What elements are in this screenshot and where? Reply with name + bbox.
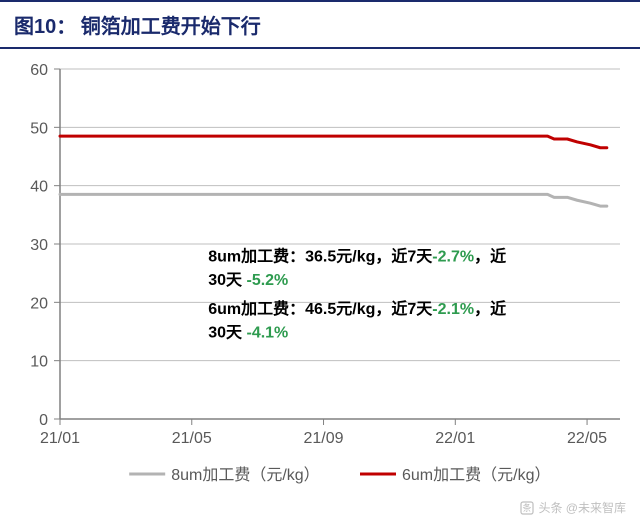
chart-container: 0 10 20 30 40 50 60 21/01 21/05 21/09 22/01 22/05 8u… [0,49,640,504]
svg-text:50: 50 [30,120,48,137]
svg-text:22/01: 22/01 [435,430,475,447]
line-chart: 0 10 20 30 40 50 60 21/01 21/05 21/09 22/01 22/05 8u… [0,49,640,499]
svg-text:21/01: 21/01 [40,430,80,447]
svg-text:30: 30 [30,237,48,254]
watermark-icon: 条 [520,501,534,515]
svg-text:6um加工费：46.5元/kg，近7天-2.1%，近: 6um加工费：46.5元/kg，近7天-2.1%，近 [208,299,506,318]
svg-text:0: 0 [39,412,48,429]
svg-text:8um加工费：36.5元/kg，近7天-2.7%，近: 8um加工费：36.5元/kg，近7天-2.7%，近 [208,247,506,266]
svg-text:20: 20 [30,295,48,312]
svg-text:8um加工费（元/kg）: 8um加工费（元/kg） [171,466,319,484]
svg-text:条: 条 [523,502,532,513]
chart-title-bar: 图10： 铜箔加工费开始下行 [0,0,640,49]
svg-text:60: 60 [30,62,48,79]
svg-text:30天 -4.1%: 30天 -4.1% [208,324,288,341]
svg-text:6um加工费（元/kg）: 6um加工费（元/kg） [402,466,550,484]
svg-text:40: 40 [30,179,48,196]
svg-text:21/05: 21/05 [172,430,212,447]
svg-text:10: 10 [30,354,48,371]
svg-text:30天 -5.2%: 30天 -5.2% [208,272,288,289]
chart-title-text: 铜箔加工费开始下行 [81,16,261,38]
svg-text:22/05: 22/05 [567,430,607,447]
watermark-text: 头条 @未来智库 [538,499,626,516]
watermark: 条 头条 @未来智库 [520,499,626,516]
chart-title-label: 图10： [14,16,76,38]
svg-text:21/09: 21/09 [304,430,344,447]
